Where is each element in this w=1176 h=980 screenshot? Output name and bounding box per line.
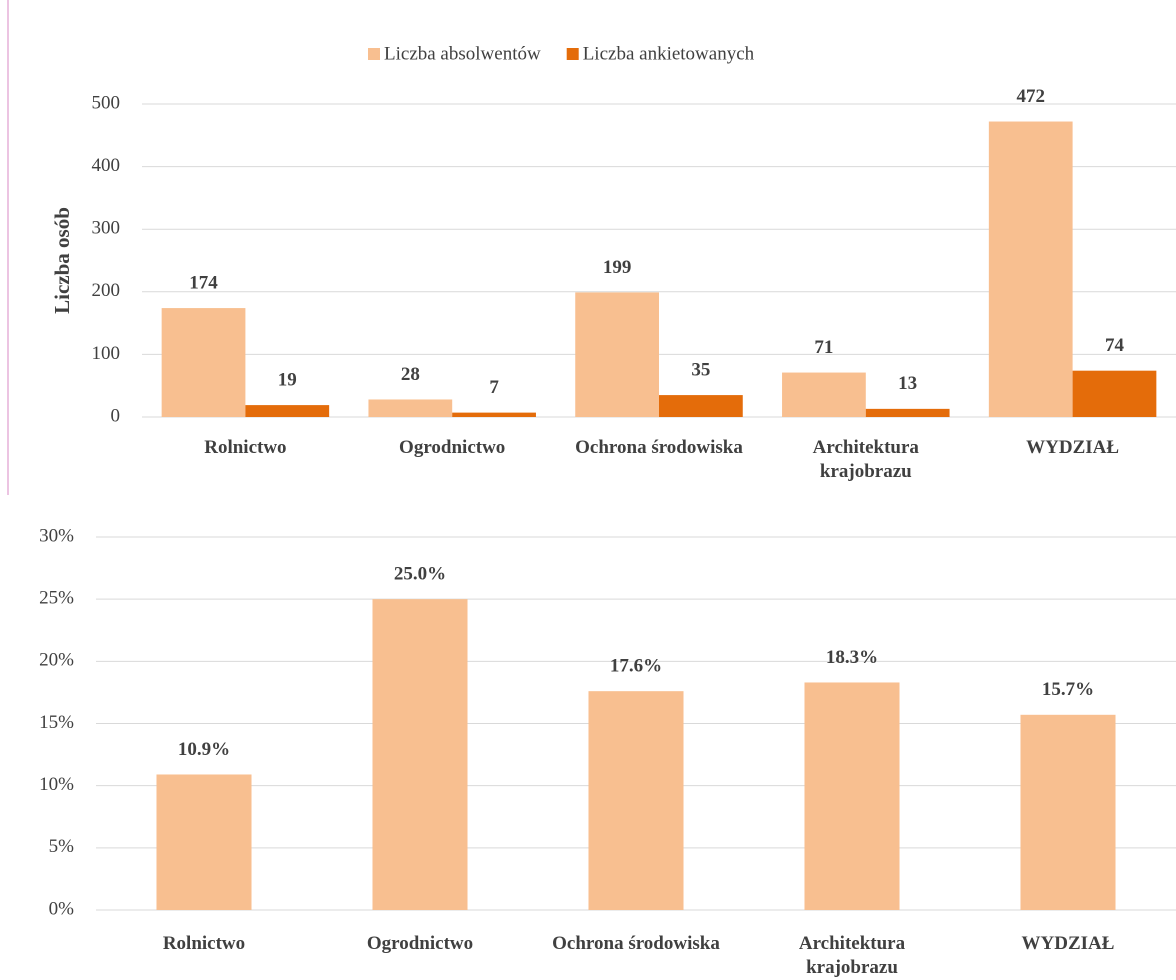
bar (659, 395, 743, 417)
x-tick-label: Architektura krajobrazu (812, 437, 919, 482)
bar (372, 599, 468, 910)
y-tick-label: 0% (49, 898, 75, 919)
bar (865, 408, 950, 417)
y-tick-label: 400 (92, 155, 121, 176)
bar (804, 682, 900, 910)
data-label: 10.9% (178, 739, 230, 760)
data-label: 7 (489, 377, 499, 398)
bar (245, 405, 330, 417)
bar (156, 774, 252, 910)
data-label: 18.3% (826, 647, 878, 668)
y-tick-label: 30% (39, 525, 74, 546)
bar (368, 399, 453, 417)
y-tick-label: 15% (39, 712, 74, 733)
y-tick-label: 200 (92, 280, 121, 301)
x-tick-label: Architektura krajobrazu (798, 933, 906, 978)
bar (988, 121, 1073, 417)
x-tick-label: Ochrona środowiska (552, 933, 720, 954)
data-label: 199 (603, 257, 632, 278)
x-tick-label: WYDZIAŁ (1026, 437, 1120, 458)
x-tick-label: Rolnictwo (204, 437, 287, 458)
bar (575, 292, 659, 417)
data-label: 15.7% (1042, 679, 1094, 700)
y-axis-label: Liczba osób (50, 207, 74, 314)
legend-swatch (566, 48, 579, 60)
x-tick-label: WYDZIAŁ (1021, 933, 1115, 954)
data-label: 472 (1016, 86, 1045, 107)
data-label: 174 (189, 272, 218, 293)
x-tick-label: Ogrodnictwo (366, 933, 474, 954)
legend-label: Liczba ankietowanych (583, 43, 755, 64)
bar (782, 372, 866, 417)
data-label: 13 (898, 373, 917, 394)
bar (452, 412, 536, 417)
y-tick-label: 500 (92, 92, 121, 113)
data-label: 17.6% (610, 656, 662, 677)
y-tick-label: 300 (92, 218, 121, 239)
y-tick-label: 25% (39, 588, 74, 609)
bar (588, 691, 684, 910)
bar (161, 308, 246, 417)
legend-label: Liczba absolwentów (384, 43, 541, 64)
x-tick-label: Ogrodnictwo (399, 437, 506, 458)
y-tick-label: 100 (92, 343, 121, 364)
legend-swatch (368, 48, 380, 60)
x-tick-label: Ochrona środowiska (575, 437, 743, 458)
y-tick-label: 5% (49, 836, 75, 857)
y-tick-label: 0 (111, 405, 121, 426)
y-tick-label: 20% (39, 650, 74, 671)
bar (1020, 714, 1116, 910)
data-label: 19 (278, 369, 297, 390)
bar (1072, 370, 1157, 417)
data-label: 71 (814, 337, 833, 358)
data-label: 28 (401, 364, 420, 385)
y-tick-label: 10% (39, 774, 74, 795)
data-label: 35 (691, 359, 710, 380)
data-label: 25.0% (394, 564, 446, 585)
data-label: 74 (1105, 335, 1125, 356)
x-tick-label: Rolnictwo (162, 933, 246, 954)
